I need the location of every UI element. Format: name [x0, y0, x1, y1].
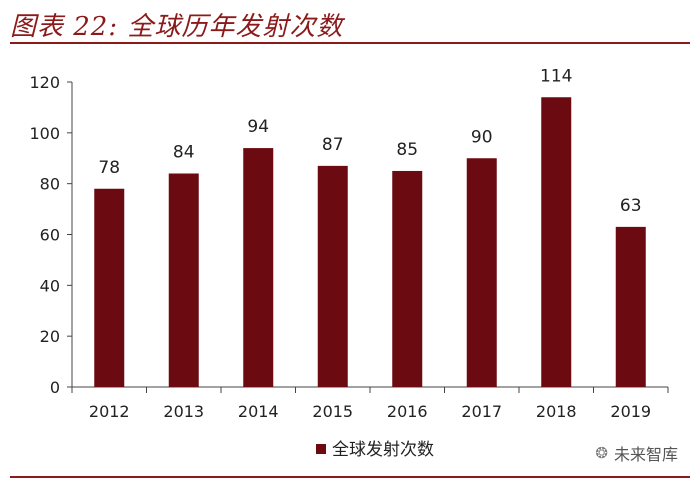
legend-swatch: [316, 444, 326, 454]
bar: [466, 158, 497, 387]
x-tick-label: 2015: [312, 402, 353, 421]
x-tick-label: 2016: [387, 402, 428, 421]
data-label: 114: [540, 66, 572, 86]
y-tick-label: 60: [40, 226, 60, 245]
bar: [541, 97, 572, 387]
y-tick-label: 0: [50, 378, 60, 397]
legend-label: 全球发射次数: [332, 440, 434, 460]
data-label: 90: [471, 127, 493, 147]
axes: 0 20 40 60 80 100 120 2012 2013 2014 2015 2016 2017 2…: [29, 73, 669, 421]
x-tick-label: 2014: [238, 402, 279, 421]
bar: [243, 148, 274, 387]
data-labels: 78 84 94 87 85 90 114 63: [98, 66, 641, 216]
y-tick-label: 20: [40, 327, 60, 346]
bars: [94, 97, 646, 387]
title-divider: [10, 42, 690, 44]
data-label: 84: [173, 143, 195, 163]
y-tick-label: 120: [29, 73, 60, 92]
x-tick-label: 2013: [163, 402, 204, 421]
x-tick-label: 2018: [536, 402, 577, 421]
bar: [94, 188, 125, 387]
data-label: 78: [98, 158, 120, 178]
bar: [392, 170, 423, 387]
y-tick-label: 40: [40, 276, 60, 295]
legend: 全球发射次数: [316, 440, 434, 460]
bar: [615, 226, 646, 387]
bar: [317, 165, 348, 387]
data-label: 87: [322, 135, 344, 155]
x-tick-label: 2019: [610, 402, 651, 421]
watermark: ❂ 未来智库: [595, 441, 678, 465]
bottom-divider: [10, 476, 690, 478]
y-tick-label: 80: [40, 175, 60, 194]
chart-title: 图表 22: 全球历年发射次数: [10, 12, 344, 42]
bar: [168, 173, 199, 387]
data-label: 63: [620, 196, 642, 216]
wechat-icon: ❂: [595, 444, 608, 462]
data-label: 85: [396, 140, 418, 160]
watermark-text: 未来智库: [613, 445, 678, 464]
y-tick-label: 100: [29, 124, 60, 143]
data-label: 94: [247, 117, 269, 137]
x-tick-label: 2012: [89, 402, 130, 421]
x-tick-label: 2017: [461, 402, 502, 421]
